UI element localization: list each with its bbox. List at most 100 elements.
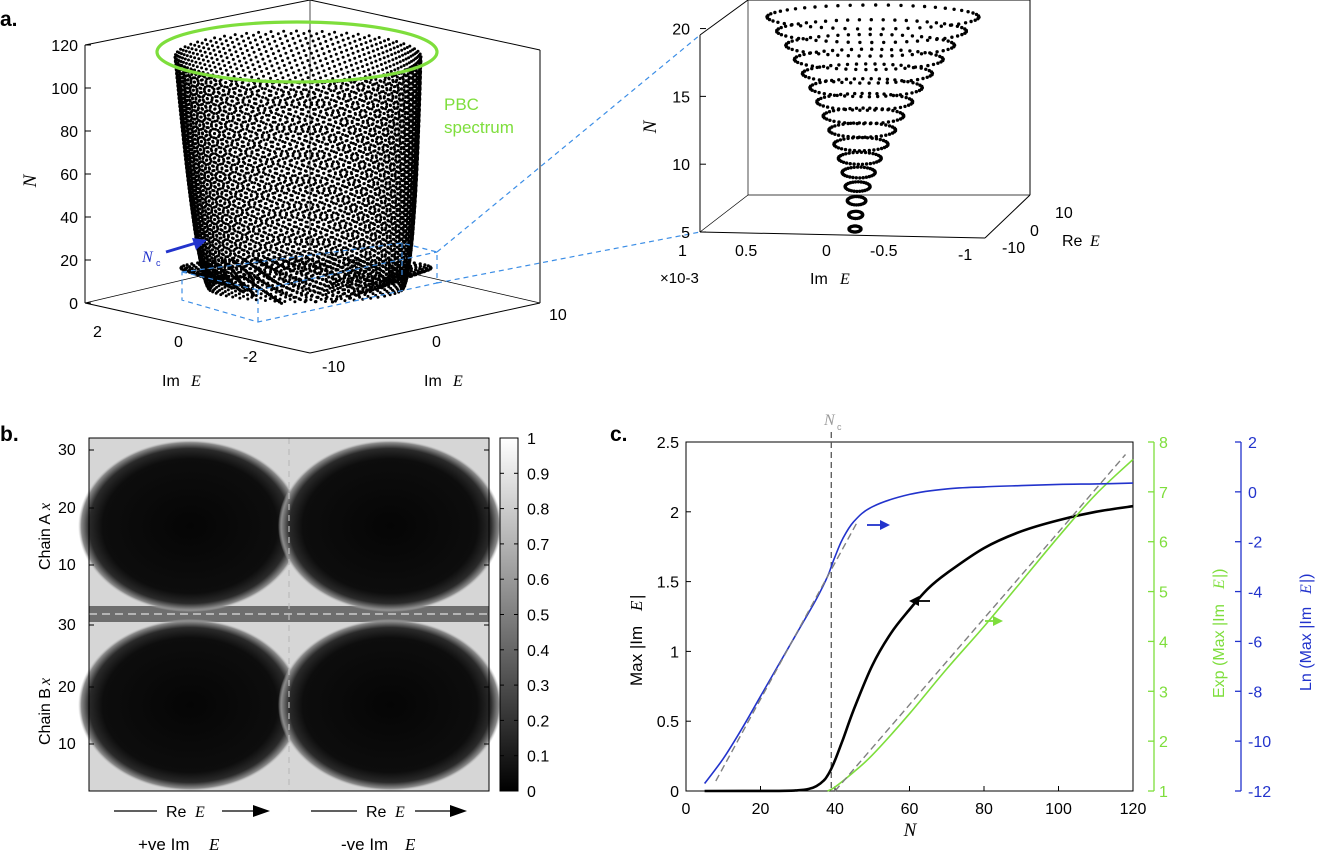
a-eigenvalue-point <box>366 199 370 203</box>
a-eigenvalue-point <box>273 251 277 255</box>
a-eigenvalue-point <box>351 141 355 145</box>
a-eigenvalue-point <box>188 140 192 143</box>
a-eigenvalue-point <box>368 148 371 152</box>
a-eigenvalue-point <box>240 209 244 212</box>
a-eigenvalue-point <box>304 71 308 75</box>
a-eigenvalue-point <box>353 203 357 206</box>
a-eigenvalue-point <box>363 208 367 212</box>
a-eigenvalue-point <box>301 269 305 273</box>
a-eigenvalue-point <box>397 171 401 175</box>
a-eigenvalue-point <box>259 296 263 300</box>
a-eigenvalue-point <box>208 194 212 198</box>
a-eigenvalue-point <box>223 213 227 217</box>
a-eigenvalue-point <box>207 207 210 211</box>
a-eigenvalue-point <box>355 251 359 255</box>
a-eigenvalue-point <box>190 110 193 114</box>
a-eigenvalue-point <box>246 171 250 175</box>
a-eigenvalue-point <box>213 185 217 188</box>
a-eigenvalue-point <box>220 287 224 291</box>
a-eigenvalue-point <box>235 166 239 170</box>
a-eigenvalue-point <box>219 228 223 232</box>
a-eigenvalue-point <box>279 229 283 233</box>
a-eigenvalue-point <box>212 226 216 230</box>
a-eigenvalue-point <box>341 124 344 127</box>
a-eigenvalue-point <box>233 163 237 167</box>
a-eigenvalue-point <box>275 147 279 151</box>
a-eigenvalue-point <box>286 187 290 191</box>
a-eigenvalue-point <box>371 227 375 231</box>
a-eigenvalue-point <box>329 157 333 161</box>
a-eigenvalue-point <box>268 272 272 276</box>
a-eigenvalue-point <box>190 156 194 160</box>
a-eigenvalue-point <box>242 248 246 252</box>
a-eigenvalue-point <box>231 159 235 163</box>
a-eigenvalue-point <box>262 190 265 194</box>
a-eigenvalue-point <box>390 215 394 219</box>
a-eigenvalue-point <box>237 130 241 134</box>
a-eigenvalue-point <box>192 163 196 167</box>
a-eigenvalue-point <box>361 202 365 206</box>
a-eigenvalue-point <box>391 237 395 241</box>
a-eigenvalue-point <box>310 242 314 246</box>
a-eigenvalue-point <box>285 191 289 195</box>
a-eigenvalue-point <box>231 170 235 174</box>
a-eigenvalue-point <box>382 174 386 178</box>
a-eigenvalue-point <box>205 126 209 129</box>
a-eigenvalue-point <box>283 196 287 200</box>
a-eigenvalue-point <box>324 147 328 151</box>
a-eigenvalue-point <box>313 163 317 167</box>
a-eigenvalue-point <box>218 150 222 154</box>
a-eigenvalue-point <box>345 154 348 158</box>
a-eigenvalue-point <box>352 229 356 233</box>
a-eigenvalue-point <box>329 72 333 75</box>
a-eigenvalue-point <box>303 209 307 213</box>
a-eigenvalue-point <box>298 242 302 246</box>
a-eigenvalue-point <box>280 189 284 193</box>
a-eigenvalue-point <box>205 251 209 255</box>
a-eigenvalue-point <box>266 165 270 169</box>
a-eigenvalue-point <box>211 239 215 243</box>
a-eigenvalue-point <box>289 198 293 202</box>
a-eigenvalue-point <box>220 223 223 227</box>
a-eigenvalue-point <box>223 285 227 289</box>
a-eigenvalue-point <box>400 222 404 225</box>
a-eigenvalue-point <box>254 177 258 181</box>
a-eigenvalue-point <box>297 172 301 176</box>
a-eigenvalue-point <box>304 205 308 209</box>
a-eigenvalue-point <box>405 159 409 163</box>
a-eigenvalue-point <box>287 235 291 239</box>
a-eigenvalue-point <box>323 202 327 206</box>
a-eigenvalue-point <box>343 151 347 154</box>
a-eigenvalue-point <box>405 117 409 121</box>
a-eigenvalue-point <box>401 141 404 145</box>
a-eigenvalue-point <box>281 157 285 161</box>
a-eigenvalue-point <box>308 149 312 153</box>
a-eigenvalue-point <box>238 173 242 177</box>
a-eigenvalue-point <box>400 184 404 187</box>
a-eigenvalue-point <box>396 149 400 153</box>
a-eigenvalue-point <box>366 168 370 172</box>
a-eigenvalue-point <box>247 203 251 206</box>
a-eigenvalue-point <box>355 236 359 240</box>
a-eigenvalue-point <box>229 167 233 171</box>
a-eigenvalue-point <box>353 178 357 182</box>
a-eigenvalue-point <box>235 122 239 126</box>
a-eigenvalue-point <box>238 133 241 137</box>
a-eigenvalue-point <box>226 185 230 188</box>
a-eigenvalue-point <box>232 203 236 207</box>
a-eigenvalue-point <box>340 235 344 239</box>
a-eigenvalue-point <box>270 125 274 129</box>
a-eigenvalue-point <box>191 126 195 130</box>
a-eigenvalue-point <box>399 161 403 165</box>
a-eigenvalue-point <box>294 220 297 224</box>
panel-label-a: a. <box>0 8 18 31</box>
a-eigenvalue-point <box>404 137 408 141</box>
a-eigenvalue-point <box>349 141 353 145</box>
a-eigenvalue-point <box>208 161 212 165</box>
a-eigenvalue-point <box>196 191 200 195</box>
a-eigenvalue-point <box>367 202 371 205</box>
a-eigenvalue-point <box>269 244 273 248</box>
a-eigenvalue-point <box>216 139 220 143</box>
a-eigenvalue-point <box>197 161 201 165</box>
a-eigenvalue-point <box>307 161 311 164</box>
